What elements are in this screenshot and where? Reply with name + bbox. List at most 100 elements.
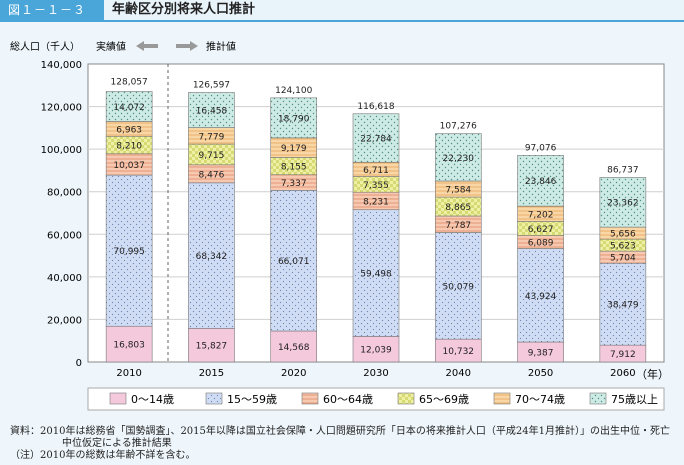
total-label: 126,597 [193,81,230,91]
data-label: 7,355 [363,181,389,191]
total-label: 124,100 [275,86,312,96]
figure-title: 年齢区分別将来人口推計 [112,2,256,17]
legend-label: 0～14歳 [131,393,174,406]
data-label: 10,732 [443,347,475,357]
y-tick-label: 80,000 [47,188,82,199]
legend-swatch [301,392,319,405]
y-axis: 0 20,000 40,000 60,000 80,000 100,000 120,000 1… [41,60,82,369]
legend-swatch [397,392,415,405]
x-tick-label: 2050 [528,368,553,379]
total-label: 86,737 [607,165,639,175]
data-label: 7,337 [281,179,307,189]
bar-segment-15-59 [188,182,235,329]
bar-segment-0-14 [188,328,235,363]
data-label: 6,963 [116,125,142,135]
x-tick-label: 2015 [199,368,224,379]
bar-segment-75+ [188,92,235,128]
y-tick-label: 120,000 [41,103,82,114]
bar-segment-0-14 [352,336,400,363]
x-tick-label: 2020 [281,368,306,379]
data-label: 70,995 [113,247,145,257]
data-label: 8,155 [281,163,307,173]
bar-segment-15-59 [352,209,400,337]
bar-segment-75+ [352,113,400,163]
bar-segment-15-59 [434,232,482,340]
data-label: 8,865 [445,203,471,213]
actual-arrow-left-icon [136,41,158,51]
data-label: 6,711 [363,166,389,176]
projection-label: 推計値 [206,40,236,53]
data-label: 9,387 [528,349,554,359]
y-tick-label: 40,000 [47,273,82,284]
data-label: 15,827 [196,342,228,352]
x-tick-label: 2010 [116,368,141,379]
data-label: 22,784 [360,135,392,145]
data-label: 59,498 [360,270,392,280]
total-label: 97,076 [525,143,557,153]
total-label: 128,057 [111,77,148,87]
x-axis: 2010 2015 2020 2030 2040 2050 2060 [116,368,635,379]
data-label: 6,627 [528,225,554,235]
data-label: 38,479 [607,301,639,311]
header-divider [0,20,684,22]
legend: 0～14歳 15～59歳 60～64歳 65～69歳 70～74歳 75歳以上 [87,387,665,411]
actual-label: 実績値 [96,40,126,53]
y-tick-label: 0 [76,358,82,369]
y-axis-title: 総人口（千人） [10,40,80,53]
data-label: 14,072 [113,103,145,113]
y-tick-label: 100,000 [41,145,82,156]
legend-swatch [493,392,511,405]
data-label: 16,458 [196,107,228,117]
x-tick-label: 2030 [363,368,388,379]
bar-segment-0-14 [105,325,153,363]
data-label: 43,924 [525,292,557,302]
footnote: （注）2010年の総数は年齢不詳を含む。 [10,450,196,461]
bar-segment-15-59 [270,190,318,332]
data-label: 8,210 [116,142,142,152]
data-label: 7,202 [528,210,554,220]
bar-segment-75+ [270,97,318,139]
data-label: 10,037 [113,161,145,171]
data-label: 7,779 [199,132,225,142]
data-label: 66,071 [278,257,310,267]
bar-segment-75+ [599,177,647,228]
y-tick-label: 60,000 [47,230,82,241]
figure-label: 図１－１－３ [0,0,104,20]
source-note-line2: 中位仮定による推計結果 [62,438,172,449]
data-label: 16,803 [113,341,145,351]
x-tick-label: 2040 [446,368,471,379]
bar-segment-75+ [517,155,564,207]
data-label: 7,912 [610,350,636,360]
projection-arrow-right-icon [176,41,198,51]
bar-segment-75+ [434,133,482,182]
x-tick-label: 2060 [610,368,635,379]
total-label: 116,618 [357,102,394,112]
data-label: 50,079 [443,282,475,292]
header-bar: 図１－１－３ 年齢区分別将来人口推計 [0,0,684,22]
data-label: 8,476 [199,170,225,180]
y-tick-label: 140,000 [41,60,82,71]
data-label: 23,362 [607,199,639,209]
legend-label: 75歳以上 [611,393,658,406]
legend-swatch [205,392,223,405]
legend-label: 65～69歳 [419,393,469,406]
data-label: 22,230 [443,154,475,164]
total-label: 107,276 [440,122,477,132]
data-label: 5,623 [610,242,636,252]
data-label: 12,039 [360,346,392,356]
data-label: 23,846 [525,177,557,187]
data-label: 18,790 [278,114,310,124]
legend-swatch [589,392,607,405]
data-label: 5,704 [610,254,636,264]
data-label: 6,089 [528,239,554,249]
legend-label: 60～64歳 [323,393,373,406]
y-tick-label: 20,000 [47,315,82,326]
data-label: 9,715 [199,151,225,161]
legend-label: 70～74歳 [515,393,565,406]
data-label: 14,568 [278,343,310,353]
data-label: 7,787 [445,221,471,231]
bar-segment-15-59 [517,248,564,343]
data-label: 7,584 [445,186,471,196]
bar-segment-75+ [105,91,153,122]
population-chart: 総人口（千人） 実績値 推計値 0 20,000 40,000 60,000 80,00… [10,40,669,411]
